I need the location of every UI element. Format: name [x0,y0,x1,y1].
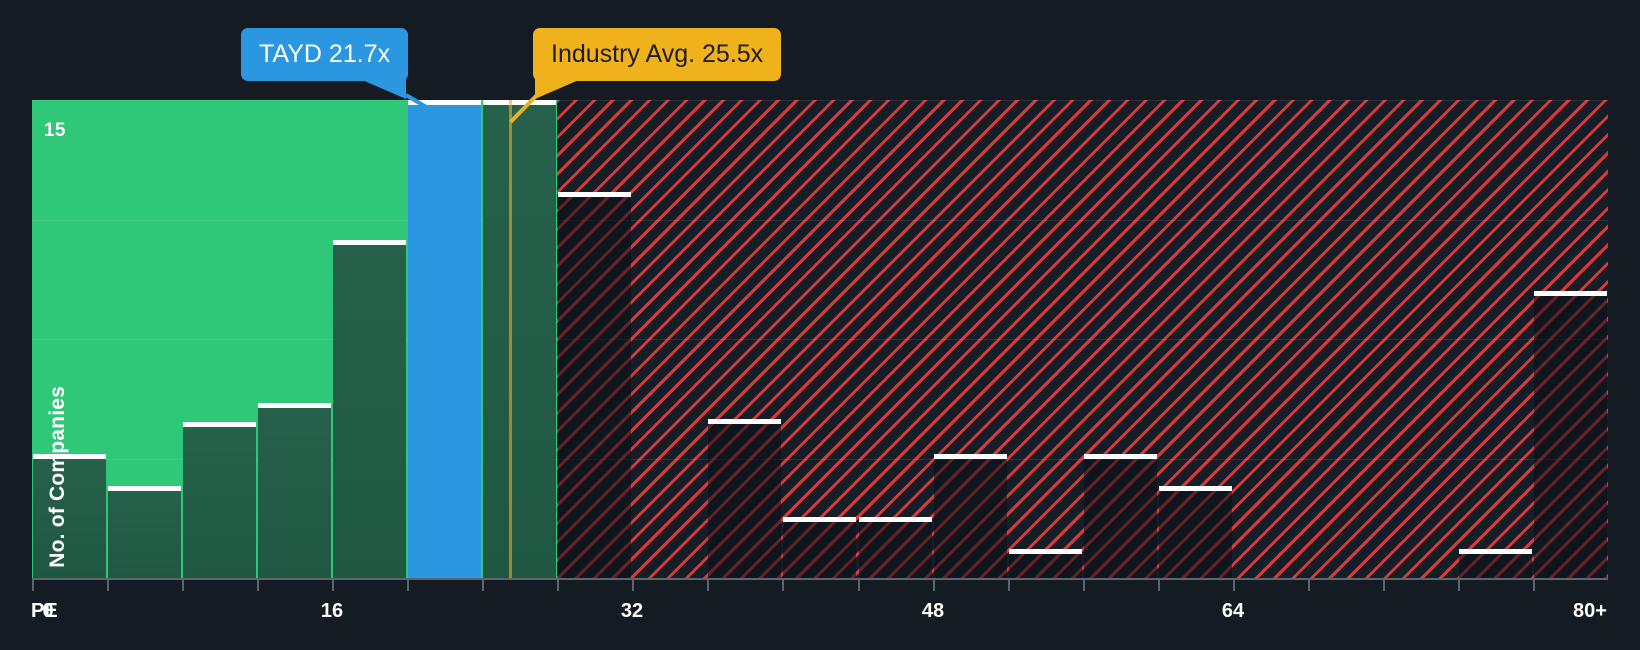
histogram-bar[interactable] [183,422,256,578]
x-axis-tick [1308,580,1310,591]
x-axis-tick [32,580,34,591]
x-axis-tick-label: 16 [320,600,344,622]
histogram-bar[interactable] [934,454,1007,578]
x-axis-tick [1083,580,1085,591]
histogram-bar[interactable] [108,486,181,578]
x-axis-line [32,578,1608,580]
highlighted-bar[interactable] [408,100,481,578]
x-axis-tick [407,580,409,591]
company-pe-callout[interactable]: TAYD 21.7x [241,28,409,81]
x-axis-tick-label: 80+ [1573,600,1607,622]
x-axis-title: PE [31,600,58,622]
histogram-bar[interactable] [483,100,556,578]
histogram-bar[interactable] [708,419,781,578]
x-axis-tick [1158,580,1160,591]
x-axis-tick [1008,580,1010,591]
y-max-value-label: 15 [44,120,66,141]
x-axis-tick [257,580,259,591]
histogram-bar[interactable] [558,192,631,578]
x-axis-tick [332,580,334,591]
x-axis-tick [632,580,634,591]
x-axis-tick [1383,580,1385,591]
plot-area: 15 No. of Companies [32,100,1608,578]
x-axis-tick [107,580,109,591]
overvalued-zone [557,100,1608,578]
y-axis-title: No. of Companies [46,386,69,568]
x-axis-tick [1233,580,1235,591]
x-axis-tick [557,580,559,591]
histogram-bar[interactable] [333,240,406,578]
x-axis-tick-label: 32 [620,600,644,622]
x-axis-tick [707,580,709,591]
histogram-bar[interactable] [1534,291,1607,578]
x-axis-tick [182,580,184,591]
histogram-bar[interactable] [1159,486,1232,578]
x-axis-tick [933,580,935,591]
x-axis-tick-label: 48 [921,600,945,622]
histogram-bar[interactable] [258,403,331,578]
histogram-bar[interactable] [1009,549,1082,578]
histogram-bar[interactable] [783,517,856,578]
industry-average-callout[interactable]: Industry Avg. 25.5x [533,28,782,81]
histogram-bar[interactable] [1459,549,1532,578]
x-axis-tick-label: 64 [1221,600,1245,622]
histogram-bar[interactable] [859,517,932,578]
x-axis-tick [1533,580,1535,591]
x-axis-tick [858,580,860,591]
histogram-bar[interactable] [33,454,106,578]
x-axis-tick [1458,580,1460,591]
industry-average-line [509,100,513,578]
x-axis-tick [782,580,784,591]
histogram-bar[interactable] [1084,454,1157,578]
x-axis-tick-label: 0 [42,600,54,622]
x-axis-tick [482,580,484,591]
